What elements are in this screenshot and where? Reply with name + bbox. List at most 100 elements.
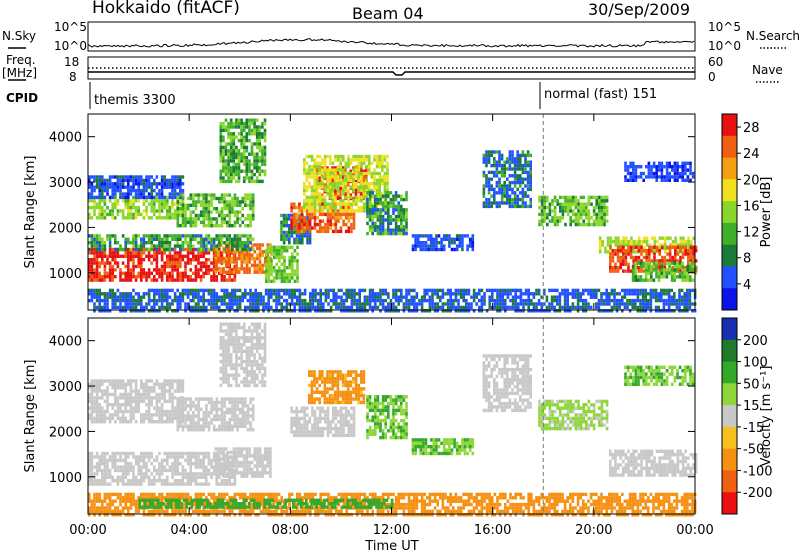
power-cell-1244	[192, 217, 195, 221]
power-cell-4260	[298, 305, 302, 310]
power-cell-52	[103, 254, 107, 258]
power-cell-4962	[657, 298, 660, 303]
power-cell-3458	[629, 249, 633, 253]
power-cell-4573	[457, 288, 460, 293]
power-cell-1996	[337, 219, 340, 223]
power-cell-2252	[313, 188, 316, 193]
power-cell-1064	[121, 175, 125, 179]
power-cell-2471	[360, 171, 363, 176]
power-cell-4746	[545, 309, 549, 313]
power-cell-1364	[233, 224, 237, 228]
power-cell-4350	[345, 292, 348, 296]
power-cell-349	[212, 247, 216, 252]
power-cell-3526	[661, 245, 664, 249]
power-cell-642	[145, 234, 148, 238]
power-cell-444	[224, 260, 228, 264]
power-cell-4943	[647, 305, 650, 310]
power-cell-205	[160, 254, 164, 258]
power-cell-3671	[670, 268, 674, 272]
power-cell-1566	[245, 145, 249, 150]
power-cell-4475	[405, 305, 408, 310]
power-cell-4941	[647, 298, 650, 303]
power-cell-3681	[676, 261, 679, 265]
power-cell-1210	[181, 196, 185, 201]
power-cell-4555	[446, 309, 450, 313]
power-cell-1299	[210, 217, 213, 221]
power-cell-427	[217, 260, 220, 264]
power-cell-2767	[405, 218, 408, 222]
power-cell-1591	[250, 132, 254, 136]
power-cell-4327	[332, 298, 335, 303]
noise-trace	[87, 38, 695, 50]
power-cell-3139	[556, 199, 559, 203]
power-cell-3672	[670, 271, 674, 276]
power-cell-4802	[576, 292, 580, 296]
power-cell-2857	[471, 234, 475, 238]
power-cell-2258	[316, 154, 319, 159]
power-cell-4551	[446, 292, 450, 296]
power-cell-1927	[311, 212, 314, 217]
power-cell-1277	[205, 196, 208, 201]
power-cell-756	[220, 241, 224, 245]
power-cell-497	[243, 267, 246, 271]
power-cell-1649	[261, 149, 264, 153]
power-cell-3178	[572, 202, 575, 206]
power-cell-2737	[397, 214, 400, 219]
power-cell-3057	[524, 160, 527, 164]
power-cell-2892	[487, 184, 491, 188]
power-cell-1878	[290, 226, 293, 230]
power-cell-1236	[189, 217, 193, 221]
power-cell-4748	[548, 302, 551, 306]
power-cell-398	[228, 268, 231, 272]
power-cell-859	[116, 209, 120, 213]
power-cell-3303	[619, 239, 623, 244]
power-cell-4147	[244, 305, 247, 310]
power-cell-912	[145, 212, 148, 217]
power-cell-621	[129, 247, 133, 252]
power-cell-4563	[452, 292, 455, 296]
power-cell-736	[207, 237, 211, 241]
power-cell-878	[127, 216, 130, 220]
power-cell-4837	[595, 302, 598, 306]
power-cell-3615	[634, 278, 637, 282]
power-cell-2216	[305, 205, 309, 210]
power-cell-1630	[258, 125, 262, 129]
power-cell-1911	[303, 226, 306, 230]
power-cell-1550	[242, 142, 246, 146]
power-cell-3970	[158, 288, 161, 293]
power-cell-1729	[280, 272, 284, 277]
power-cell-1126	[147, 185, 151, 189]
power-cell-2333	[329, 202, 332, 206]
power-cell-4539	[439, 298, 442, 303]
power-cell-1698	[272, 245, 276, 249]
power-cell-1193	[181, 175, 185, 179]
power-cell-603	[111, 234, 114, 238]
power-cell-2707	[389, 214, 393, 219]
power-cell-1619	[255, 138, 259, 143]
power-cell-4526	[433, 288, 437, 293]
power-cell-1450	[224, 162, 228, 167]
power-cell-1008	[95, 178, 99, 183]
power-cell-3835	[90, 288, 94, 293]
power-cell-2562	[378, 175, 381, 179]
power-cell-841	[106, 212, 109, 217]
power-cell-4276	[309, 292, 312, 296]
power-cell-176	[147, 271, 151, 275]
power-cell-2662	[379, 201, 382, 205]
power-cell-1215	[181, 213, 185, 218]
power-cell-2020	[347, 216, 351, 220]
power-cell-4592	[465, 298, 468, 303]
power-cell-47	[101, 261, 104, 265]
power-cell-2229	[310, 154, 314, 159]
power-cell-3490	[645, 249, 648, 253]
power-cell-4275	[306, 309, 309, 313]
power-cell-810	[90, 205, 94, 210]
power-cell-1618	[255, 135, 259, 139]
power-cell-2218	[308, 165, 311, 169]
power-cell-1583	[248, 162, 251, 167]
power-cell-3735	[632, 178, 635, 182]
power-cell-2632	[371, 208, 374, 212]
power-cell-3209	[582, 212, 585, 217]
power-cell-2787	[419, 247, 423, 252]
power-cell-4041	[192, 309, 195, 313]
